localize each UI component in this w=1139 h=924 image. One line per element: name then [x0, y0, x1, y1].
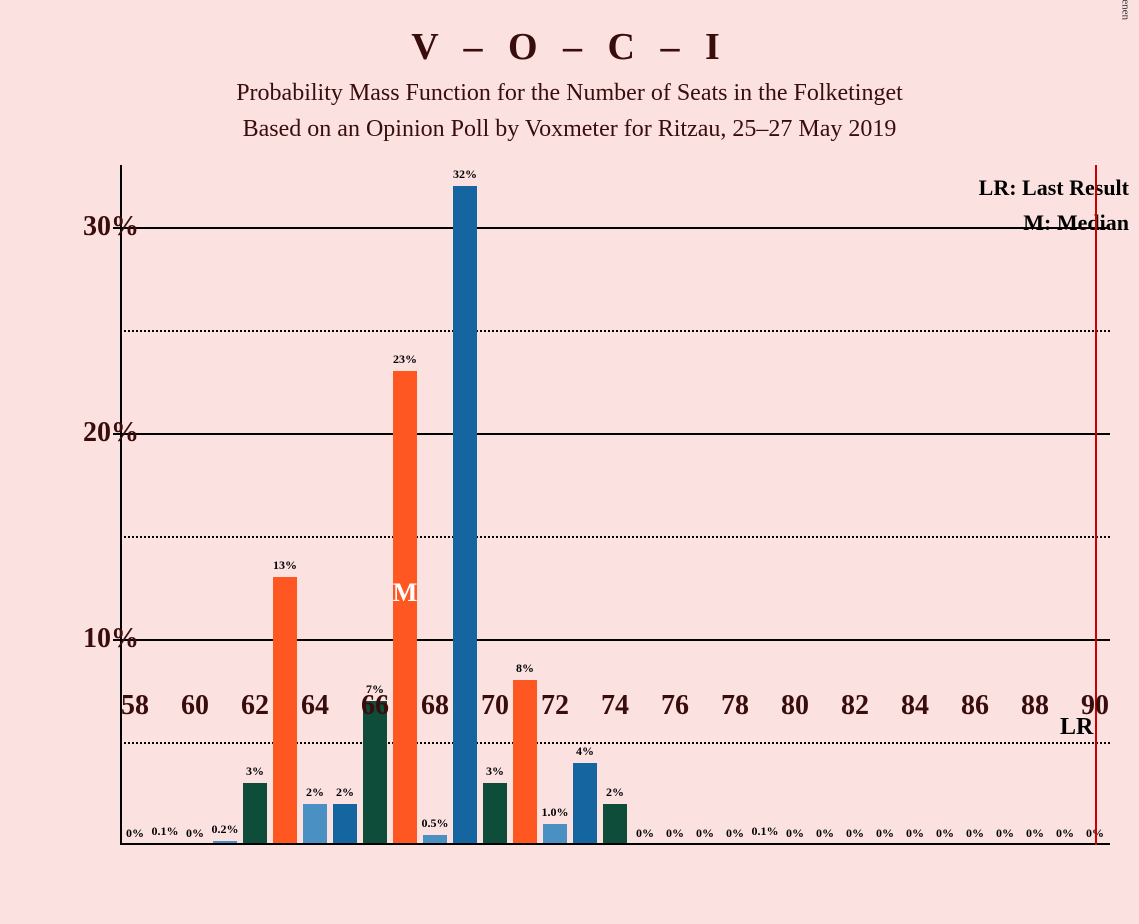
- x-axis-label: 76: [661, 690, 689, 722]
- bar: [483, 783, 508, 845]
- chart-subtitle-1: Probability Mass Function for the Number…: [0, 80, 1139, 107]
- x-axis-label: 60: [181, 690, 209, 722]
- y-axis-label: 20%: [83, 417, 139, 449]
- x-axis-label: 86: [961, 690, 989, 722]
- copyright-text: © 2019 Filip van Laenen: [1119, 0, 1131, 20]
- bar-value-label: 2%: [606, 785, 624, 800]
- x-axis-label: 88: [1021, 690, 1049, 722]
- bar-value-label: 0.2%: [212, 822, 239, 837]
- x-axis-label: 70: [481, 690, 509, 722]
- bar: [363, 701, 388, 845]
- bar: [393, 371, 418, 845]
- bar-value-label: 8%: [516, 661, 534, 676]
- grid-minor-line: [120, 742, 1110, 744]
- bar-value-label: 4%: [576, 744, 594, 759]
- bar: [333, 804, 358, 845]
- bar: [573, 763, 598, 845]
- bar-value-label: 0%: [936, 826, 954, 841]
- y-axis-label: 30%: [83, 211, 139, 243]
- bar-value-label: 2%: [336, 785, 354, 800]
- y-axis-label: 10%: [83, 623, 139, 655]
- grid-minor-line: [120, 330, 1110, 332]
- grid-major-line: [120, 227, 1110, 229]
- bar-value-label: 0%: [996, 826, 1014, 841]
- last-result-line: [1095, 165, 1097, 845]
- x-axis-label: 80: [781, 690, 809, 722]
- x-axis-label: 68: [421, 690, 449, 722]
- x-axis-label: 84: [901, 690, 929, 722]
- bar-value-label: 0%: [816, 826, 834, 841]
- chart-title: V – O – C – I: [0, 25, 1139, 69]
- bar-value-label: 32%: [453, 167, 477, 182]
- bar-value-label: 3%: [486, 764, 504, 779]
- bar-value-label: 3%: [246, 764, 264, 779]
- x-axis-label: 78: [721, 690, 749, 722]
- bar-value-label: 0%: [1056, 826, 1074, 841]
- grid-minor-line: [120, 536, 1110, 538]
- bar: [243, 783, 268, 845]
- bar-value-label: 0%: [726, 826, 744, 841]
- bar-value-label: 0%: [906, 826, 924, 841]
- bar-value-label: 0%: [636, 826, 654, 841]
- bar-value-label: 0%: [876, 826, 894, 841]
- x-axis-label: 90: [1081, 690, 1109, 722]
- grid-major-line: [120, 639, 1110, 641]
- bar-value-label: 2%: [306, 785, 324, 800]
- x-axis-label: 66: [361, 690, 389, 722]
- bar-value-label: 0.5%: [422, 816, 449, 831]
- bar-value-label: 0%: [786, 826, 804, 841]
- x-axis-label: 74: [601, 690, 629, 722]
- bar: [273, 577, 298, 845]
- bar-value-label: 1.0%: [542, 805, 569, 820]
- bar-value-label: 0%: [966, 826, 984, 841]
- bar-value-label: 23%: [393, 352, 417, 367]
- bar-value-label: 0.1%: [752, 824, 779, 839]
- median-label: M: [393, 578, 418, 608]
- grid-major-line: [120, 433, 1110, 435]
- bar: [453, 186, 478, 845]
- x-axis-label: 82: [841, 690, 869, 722]
- bar: [513, 680, 538, 845]
- bar-value-label: 13%: [273, 558, 297, 573]
- x-axis: [120, 843, 1110, 845]
- bar: [603, 804, 628, 845]
- bar-value-label: 0%: [846, 826, 864, 841]
- bar-value-label: 0%: [666, 826, 684, 841]
- bar: [303, 804, 328, 845]
- x-axis-label: 64: [301, 690, 329, 722]
- bar-value-label: 0%: [126, 826, 144, 841]
- x-axis-label: 62: [241, 690, 269, 722]
- bar: [543, 824, 568, 845]
- bar-value-label: 0%: [696, 826, 714, 841]
- x-axis-label: 58: [121, 690, 149, 722]
- x-axis-label: 72: [541, 690, 569, 722]
- bar-value-label: 0%: [1026, 826, 1044, 841]
- plot-area: 0%0.1%0%0.2%3%13%2%2%7%23%0.5%32%3%8%1.0…: [120, 165, 1110, 845]
- bar-value-label: 0%: [186, 826, 204, 841]
- bar-value-label: 0.1%: [152, 824, 179, 839]
- chart-subtitle-2: Based on an Opinion Poll by Voxmeter for…: [0, 116, 1139, 143]
- y-axis: [120, 165, 122, 845]
